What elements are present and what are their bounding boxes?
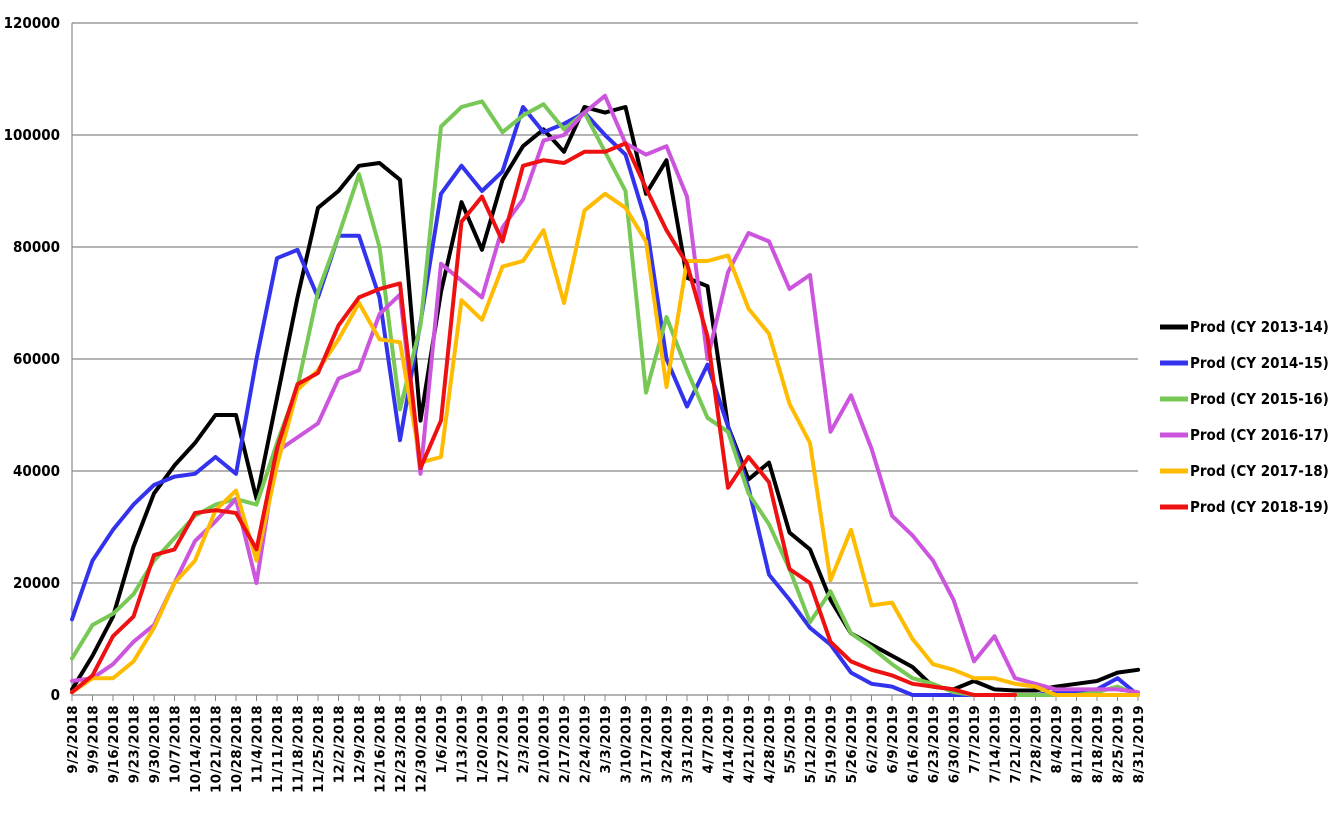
x-tick-label: 2/10/2019 (537, 705, 553, 783)
y-axis: 0 20000 40000 60000 80000 100000 120000 (4, 14, 73, 704)
x-tick-label: 4/28/2019 (762, 705, 778, 783)
x-tick-label: 8/11/2019 (1070, 705, 1086, 783)
x-tick-label: 4/7/2019 (701, 705, 717, 774)
x-tick-label: 8/31/2019 (1131, 705, 1147, 783)
x-tick-label: 6/2/2019 (865, 705, 881, 774)
legend-label: Prod (CY 2015-16) (1190, 390, 1329, 408)
y-tick-label: 60000 (13, 350, 60, 368)
x-tick-label: 12/30/2018 (414, 705, 430, 793)
x-tick-label: 3/24/2019 (660, 705, 676, 783)
x-tick-label: 7/7/2019 (967, 705, 983, 774)
x-tick-label: 6/23/2019 (926, 705, 942, 783)
series-line (70, 141, 1017, 697)
x-tick-label: 6/9/2019 (885, 705, 901, 774)
y-tick-label: 0 (51, 686, 60, 704)
x-tick-label: 10/28/2018 (229, 705, 245, 793)
x-tick-label: 3/17/2019 (639, 705, 655, 783)
x-tick-label: 10/7/2018 (168, 705, 184, 783)
legend-label: Prod (CY 2017-18) (1190, 462, 1329, 480)
x-tick-label: 12/16/2018 (373, 705, 389, 793)
x-tick-label: 2/17/2019 (557, 705, 573, 783)
x-tick-label: 4/14/2019 (721, 705, 737, 783)
y-tick-label: 40000 (13, 462, 60, 480)
x-tick-label: 3/10/2019 (619, 705, 635, 783)
x-tick-label: 3/3/2019 (598, 705, 614, 774)
x-tick-label: 9/30/2018 (147, 705, 163, 783)
x-tick-label: 11/25/2018 (311, 705, 327, 793)
x-tick-label: 5/26/2019 (844, 705, 860, 783)
x-tick-label: 8/25/2019 (1111, 705, 1127, 783)
x-tick-label: 12/2/2018 (332, 705, 348, 783)
x-tick-label: 1/20/2019 (475, 705, 491, 783)
x-tick-label: 1/13/2019 (455, 705, 471, 783)
series-line (70, 93, 1140, 695)
x-tick-label: 4/21/2019 (742, 705, 758, 783)
y-tick-label: 100000 (4, 126, 60, 144)
x-tick-label: 11/18/2018 (291, 705, 307, 793)
x-tick-label: 9/23/2018 (127, 705, 143, 783)
legend: Prod (CY 2013-14) Prod (CY 2014-15) Prod (… (1160, 318, 1329, 516)
x-tick-label: 10/21/2018 (209, 705, 225, 793)
x-tick-label: 2/24/2019 (578, 705, 594, 783)
legend-label: Prod (CY 2018-19) (1190, 498, 1329, 516)
y-tick-label: 80000 (13, 238, 60, 256)
x-tick-label: 7/21/2019 (1008, 705, 1024, 783)
x-tick-label: 9/2/2018 (65, 705, 81, 774)
series-line (70, 105, 1140, 693)
series-line (70, 99, 1140, 697)
x-tick-label: 6/30/2019 (947, 705, 963, 783)
y-tick-label: 120000 (4, 14, 60, 32)
x-tick-label: 5/19/2019 (824, 705, 840, 783)
x-axis: 9/2/2018 9/9/2018 9/16/2018 9/23/2018 9/30/2… (65, 694, 1147, 793)
x-tick-label: 7/28/2019 (1029, 705, 1045, 783)
series-line (70, 191, 1140, 697)
x-tick-label: 10/14/2018 (188, 705, 204, 793)
x-tick-label: 12/23/2018 (393, 705, 409, 793)
x-tick-label: 9/9/2018 (86, 705, 102, 774)
legend-label: Prod (CY 2014-15) (1190, 354, 1329, 372)
x-tick-label: 11/11/2018 (270, 705, 286, 793)
x-tick-label: 7/14/2019 (988, 705, 1004, 783)
y-tick-label: 20000 (13, 574, 60, 592)
legend-label: Prod (CY 2013-14) (1190, 318, 1329, 336)
x-tick-label: 2/3/2019 (516, 705, 532, 774)
x-tick-label: 8/18/2019 (1090, 705, 1106, 783)
x-tick-label: 12/9/2018 (352, 705, 368, 783)
legend-label: Prod (CY 2016-17) (1190, 426, 1329, 444)
x-tick-label: 8/4/2019 (1049, 705, 1065, 774)
series-lines (70, 93, 1140, 697)
x-tick-label: 1/27/2019 (496, 705, 512, 783)
x-tick-label: 5/12/2019 (803, 705, 819, 783)
x-tick-label: 5/5/2019 (783, 705, 799, 774)
x-tick-label: 11/4/2018 (250, 705, 266, 783)
x-tick-label: 3/31/2019 (680, 705, 696, 783)
x-tick-label: 6/16/2019 (906, 705, 922, 783)
x-tick-label: 9/16/2018 (106, 705, 122, 783)
x-tick-label: 1/6/2019 (434, 705, 450, 774)
